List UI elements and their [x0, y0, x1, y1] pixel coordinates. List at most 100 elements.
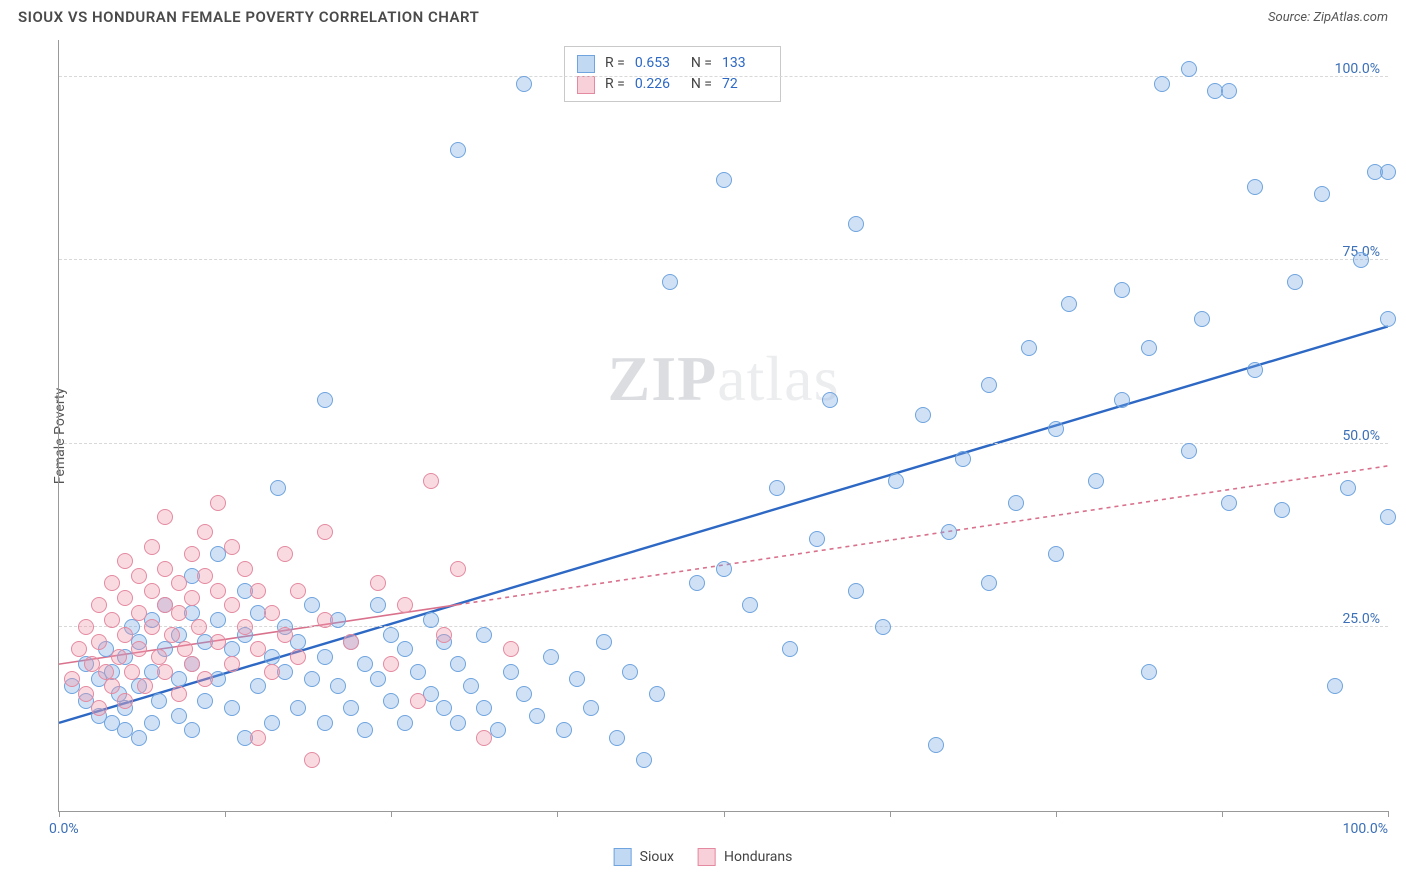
data-point — [1048, 421, 1064, 437]
data-point — [197, 693, 213, 709]
data-point — [224, 656, 240, 672]
data-point — [71, 641, 87, 657]
data-point — [915, 407, 931, 423]
data-point — [224, 700, 240, 716]
data-point — [264, 715, 280, 731]
data-point — [370, 597, 386, 613]
data-point — [343, 634, 359, 650]
data-point — [436, 627, 452, 643]
data-point — [1221, 495, 1237, 511]
data-point — [210, 634, 226, 650]
data-point — [237, 561, 253, 577]
watermark-bold: ZIP — [608, 343, 718, 414]
data-point — [875, 619, 891, 635]
data-point — [848, 216, 864, 232]
chart-title: SIOUX VS HONDURAN FEMALE POVERTY CORRELA… — [18, 8, 479, 26]
data-point — [131, 641, 147, 657]
data-point — [397, 597, 413, 613]
gridline — [59, 259, 1388, 260]
data-point — [157, 509, 173, 525]
data-point — [317, 524, 333, 540]
data-point — [290, 583, 306, 599]
data-point — [137, 678, 153, 694]
watermark-light: atlas — [717, 343, 839, 414]
data-point — [131, 605, 147, 621]
data-point — [157, 561, 173, 577]
data-point — [117, 693, 133, 709]
data-point — [277, 627, 293, 643]
data-point — [210, 495, 226, 511]
data-point — [177, 641, 193, 657]
watermark: ZIPatlas — [608, 342, 840, 416]
data-point — [1327, 678, 1343, 694]
legend-label: Hondurans — [724, 849, 792, 865]
data-point — [397, 641, 413, 657]
data-point — [317, 649, 333, 665]
data-point — [888, 473, 904, 489]
y-tick-label: 100.0% — [1335, 61, 1380, 77]
data-point — [1181, 443, 1197, 459]
data-point — [463, 678, 479, 694]
data-point — [370, 671, 386, 687]
data-point — [596, 634, 612, 650]
data-point — [151, 693, 167, 709]
data-point — [357, 656, 373, 672]
data-point — [290, 649, 306, 665]
plot-region: ZIPatlas R =0.653N =133R =0.226N =72 0.0… — [58, 40, 1388, 812]
data-point — [171, 686, 187, 702]
data-point — [224, 597, 240, 613]
data-point — [476, 627, 492, 643]
data-point — [569, 671, 585, 687]
data-point — [117, 590, 133, 606]
legend-item: Hondurans — [698, 848, 792, 866]
correlation-row: R =0.653N =133 — [577, 53, 768, 74]
x-tick — [1388, 811, 1389, 817]
data-point — [131, 730, 147, 746]
x-axis-min-label: 0.0% — [49, 821, 79, 837]
data-point — [104, 612, 120, 628]
data-point — [1340, 480, 1356, 496]
data-point — [1088, 473, 1104, 489]
data-point — [124, 664, 140, 680]
legend-swatch — [698, 848, 716, 866]
data-point — [197, 568, 213, 584]
data-point — [237, 619, 253, 635]
data-point — [622, 664, 638, 680]
data-point — [955, 451, 971, 467]
correlation-legend: R =0.653N =133R =0.226N =72 — [564, 46, 781, 102]
data-point — [1287, 274, 1303, 290]
data-point — [264, 605, 280, 621]
n-value: 72 — [722, 74, 768, 95]
data-point — [450, 142, 466, 158]
data-point — [822, 392, 838, 408]
data-point — [144, 583, 160, 599]
data-point — [436, 700, 452, 716]
data-point — [317, 392, 333, 408]
data-point — [91, 634, 107, 650]
data-point — [941, 524, 957, 540]
data-point — [151, 649, 167, 665]
data-point — [1274, 502, 1290, 518]
r-value: 0.653 — [635, 53, 681, 74]
data-point — [171, 575, 187, 591]
data-point — [250, 583, 266, 599]
data-point — [1380, 164, 1396, 180]
data-point — [317, 612, 333, 628]
gridline — [59, 626, 1388, 627]
data-point — [503, 641, 519, 657]
data-point — [191, 619, 207, 635]
data-point — [197, 671, 213, 687]
data-point — [516, 686, 532, 702]
n-label: N = — [691, 74, 712, 95]
n-value: 133 — [722, 53, 768, 74]
data-point — [1380, 311, 1396, 327]
data-point — [981, 377, 997, 393]
trend-lines — [59, 40, 1388, 811]
data-point — [1114, 392, 1130, 408]
data-point — [383, 656, 399, 672]
data-point — [848, 583, 864, 599]
data-point — [1141, 664, 1157, 680]
legend-swatch — [577, 76, 595, 94]
data-point — [91, 700, 107, 716]
data-point — [117, 553, 133, 569]
